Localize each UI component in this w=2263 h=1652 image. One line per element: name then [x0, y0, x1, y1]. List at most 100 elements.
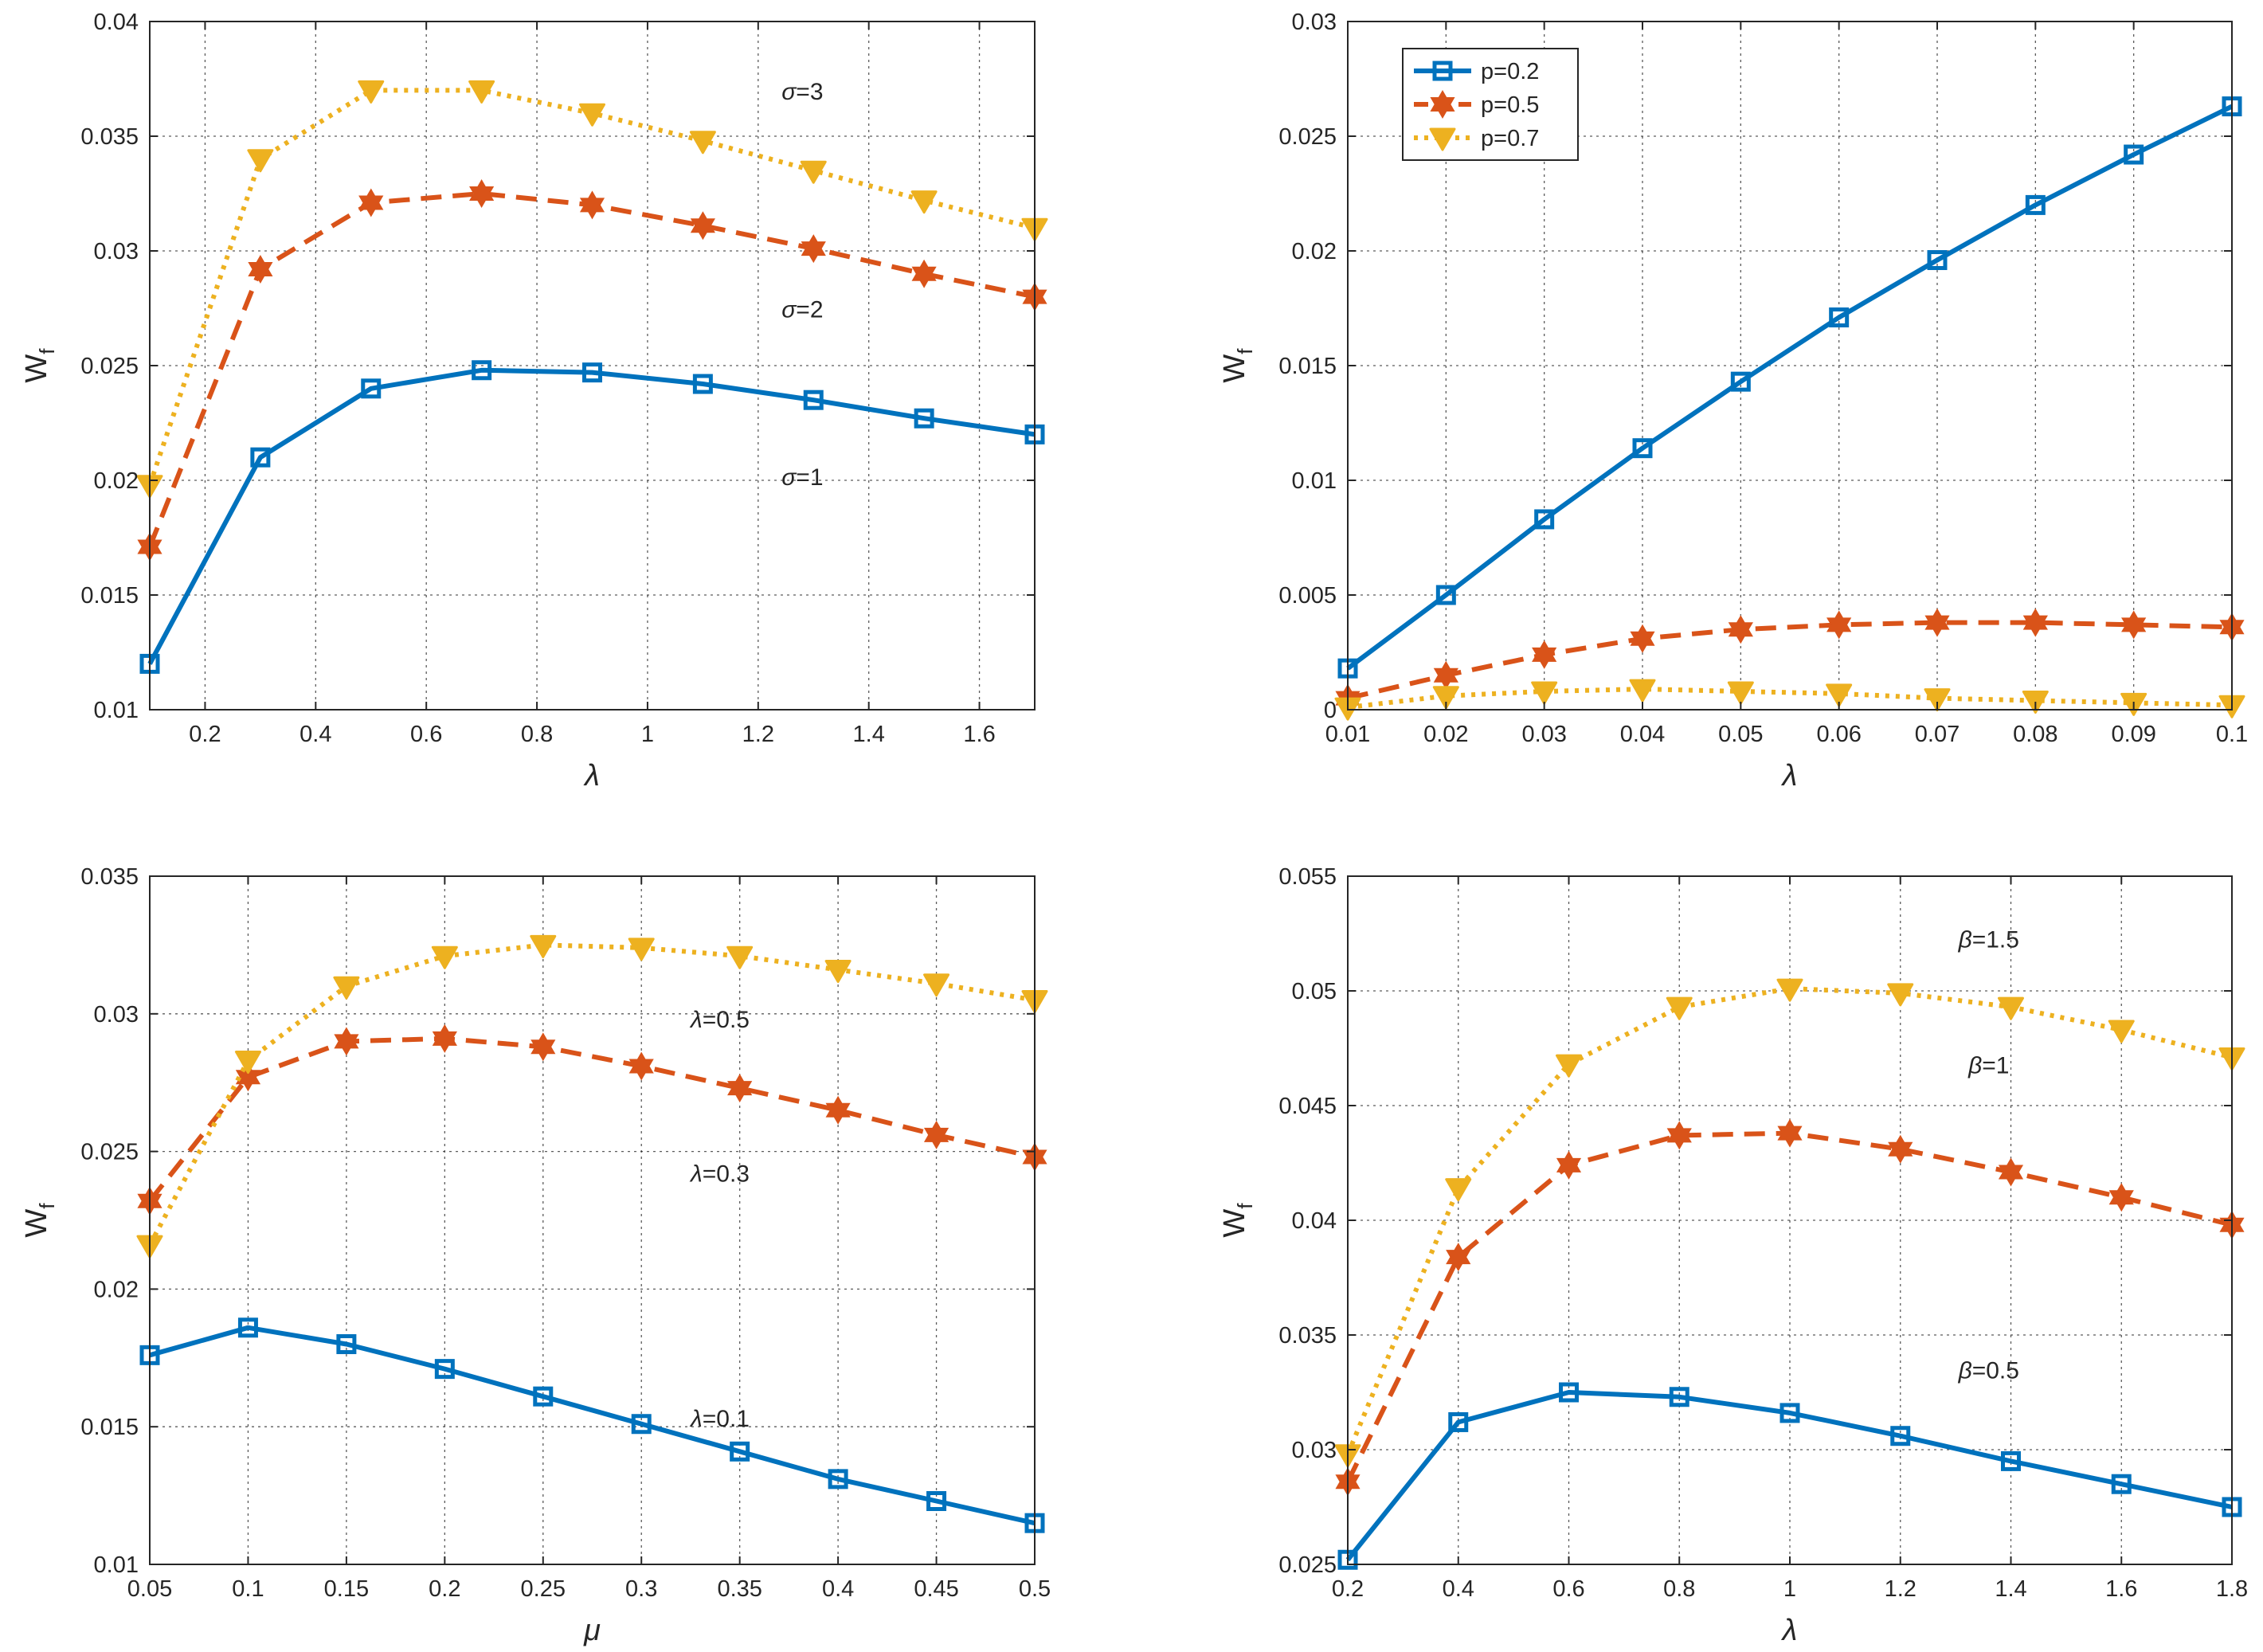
legend-box	[1402, 48, 1579, 161]
series-annotation: β=1.5	[1958, 926, 2019, 953]
data-point-marker	[1888, 1134, 1913, 1164]
y-axis-label-main: W	[1218, 354, 1251, 383]
series-line	[147, 367, 1036, 665]
y-tick-label: 0.02	[94, 468, 139, 494]
series-line	[147, 942, 1036, 1247]
series-2	[137, 1024, 1047, 1216]
y-tick-label: 0.015	[80, 1415, 139, 1440]
x-tick-label: 0.04	[1620, 722, 1665, 747]
series-2	[137, 178, 1047, 562]
data-point-marker	[1448, 1411, 1469, 1432]
data-point-marker	[248, 254, 273, 284]
data-point-marker	[628, 938, 655, 961]
series-line	[1345, 1390, 2233, 1562]
x-tick-label: 0.2	[429, 1576, 460, 1602]
y-tick-label: 0.01	[94, 1552, 139, 1578]
data-point-marker	[726, 945, 754, 969]
data-point-marker	[1728, 615, 1753, 644]
x-tick-label: 1.2	[742, 722, 774, 747]
x-tick-label: 0.15	[324, 1576, 369, 1602]
data-point-marker	[234, 1051, 261, 1075]
x-tick-label: 1	[641, 722, 654, 747]
y-tick-label: 0.035	[1278, 1323, 1337, 1349]
data-point-marker	[1629, 679, 1656, 703]
data-point-marker	[828, 1469, 848, 1490]
series-line	[1347, 620, 2233, 701]
legend-label: p=0.5	[1481, 92, 1539, 118]
data-point-marker	[690, 211, 715, 241]
data-point-marker	[2022, 608, 2048, 637]
data-point-marker	[1532, 640, 1557, 669]
x-tick-label: 0.1	[2216, 722, 2248, 747]
annotation-value: =2	[796, 297, 823, 323]
series-annotation: λ=0.1	[689, 1406, 750, 1432]
data-point-marker	[800, 160, 827, 184]
series-line	[1345, 986, 2233, 1455]
y-tick-label: 0.045	[1278, 1094, 1337, 1119]
annotation-value: =0.5	[703, 1007, 750, 1033]
data-point-marker	[1924, 608, 1950, 637]
annotation-value: =1	[796, 464, 823, 491]
data-point-marker	[579, 190, 605, 220]
x-tick-label: 0.2	[189, 722, 221, 747]
y-tick-label: 0.04	[94, 10, 139, 35]
data-point-marker	[628, 1051, 654, 1081]
data-point-marker	[582, 362, 602, 383]
x-tick-label: 0.01	[1325, 722, 1370, 747]
x-tick-label: 0.08	[2013, 722, 2057, 747]
data-point-marker	[333, 976, 360, 1000]
series-3	[1334, 978, 2245, 1468]
legend: p=0.2 p=0.5 p=0.7	[1402, 48, 1579, 161]
y-tick-label: 0.035	[80, 864, 139, 890]
y-tick-label: 0.01	[94, 698, 139, 723]
y-axis-label: Wf	[1218, 1203, 1257, 1238]
data-point-marker	[631, 1414, 652, 1435]
series-3	[136, 80, 1048, 499]
x-axis-label: λ	[1781, 1614, 1798, 1647]
annotation-symbol: λ	[689, 1007, 703, 1033]
data-point-marker	[1630, 624, 1655, 653]
data-point-marker	[1777, 1118, 1803, 1148]
x-tick-label: 1.6	[963, 722, 995, 747]
data-point-marker	[1432, 686, 1459, 710]
annotation-symbol: β	[1967, 1053, 1982, 1079]
series-annotation: λ=0.3	[689, 1161, 750, 1188]
y-axis-label: Wf	[20, 1203, 59, 1238]
x-tick-label: 1.6	[2105, 1576, 2137, 1602]
y-tick-label: 0.055	[1278, 864, 1337, 890]
data-point-marker	[2124, 144, 2144, 165]
y-axis-label: Wf	[20, 348, 59, 383]
data-point-marker	[910, 190, 938, 214]
y-tick-label: 0.03	[1292, 1438, 1337, 1463]
data-point-marker	[247, 149, 274, 173]
axes-box	[149, 875, 1036, 1565]
x-tick-label: 0.4	[300, 722, 331, 747]
data-point-marker	[1776, 978, 1803, 1002]
data-point-marker	[2025, 194, 2046, 215]
legend-label: p=0.2	[1481, 59, 1539, 84]
data-point-marker	[2111, 1474, 2132, 1494]
series-line	[1347, 687, 2233, 711]
y-tick-label: 0.03	[94, 239, 139, 264]
data-point-marker	[361, 378, 382, 399]
chart-panel-3: 0.05 0.1 0.15 0.2 0.25 0.3 0.35 0.4 0.45 0.5 0.01 0…	[20, 864, 1051, 1647]
x-tick-label: 0.6	[410, 722, 442, 747]
x-tick-label: 0.1	[232, 1576, 264, 1602]
y-tick-label: 0.025	[80, 354, 139, 379]
annotation-symbol: λ	[689, 1406, 703, 1432]
series-annotation: σ=3	[781, 79, 823, 105]
y-tick-label: 0.05	[1292, 979, 1337, 1004]
y-axis-label-sub: f	[35, 348, 59, 354]
data-point-marker	[1730, 371, 1751, 392]
data-point-marker	[533, 1386, 554, 1407]
x-tick-label: 0.02	[1423, 722, 1468, 747]
data-point-marker	[358, 188, 384, 217]
chart-panel-2: 0.01 0.02 0.03 0.04 0.05 0.06 0.07 0.08 0.09 0.1 0…	[1218, 10, 2248, 793]
data-point-marker	[237, 1317, 258, 1338]
data-point-marker	[1887, 983, 1914, 1007]
data-point-marker	[434, 1359, 455, 1380]
annotation-value: =0.1	[703, 1406, 750, 1432]
x-tick-label: 0.4	[1443, 1576, 1474, 1602]
x-axis-label: λ	[1781, 759, 1798, 793]
